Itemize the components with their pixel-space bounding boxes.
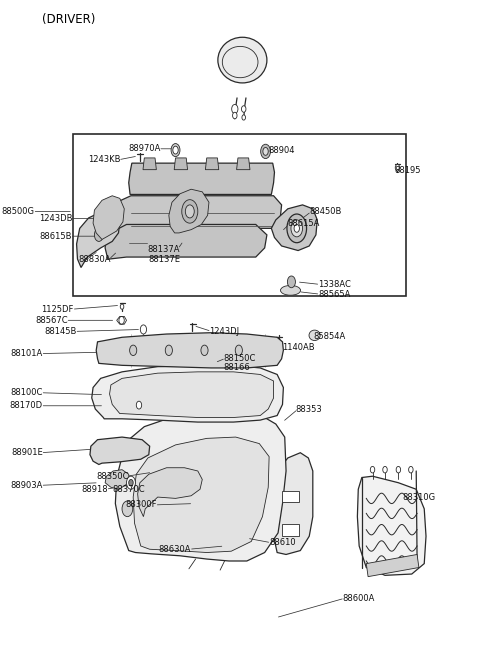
Ellipse shape [383,466,387,473]
Ellipse shape [95,229,103,242]
Ellipse shape [235,345,242,356]
Ellipse shape [370,466,375,473]
Text: 88600A: 88600A [343,593,375,603]
Text: 1125DF: 1125DF [42,305,74,314]
Ellipse shape [182,200,198,223]
Polygon shape [366,555,419,576]
Ellipse shape [233,112,237,119]
Polygon shape [90,437,150,464]
Ellipse shape [294,225,300,233]
Text: 88137A: 88137A [147,245,180,253]
Ellipse shape [201,345,208,356]
Text: 88370C: 88370C [113,485,145,494]
Polygon shape [143,158,156,170]
Text: 88630A: 88630A [158,545,191,553]
Ellipse shape [129,479,133,486]
Ellipse shape [171,143,180,157]
Ellipse shape [120,304,124,309]
Ellipse shape [291,220,302,237]
Text: 88565A: 88565A [318,290,350,299]
Polygon shape [93,196,124,240]
Bar [282,491,299,502]
Ellipse shape [165,345,172,356]
Ellipse shape [136,402,142,409]
Bar [282,525,299,536]
Ellipse shape [140,325,146,334]
Polygon shape [109,196,282,231]
Ellipse shape [127,476,135,489]
Text: 88904: 88904 [268,145,295,155]
Text: 88615B: 88615B [40,232,72,240]
Polygon shape [115,411,286,561]
Text: 88101A: 88101A [11,349,43,358]
Ellipse shape [280,286,300,295]
Text: 88610: 88610 [269,538,296,547]
Ellipse shape [218,37,267,83]
Text: 88166: 88166 [224,364,251,373]
Ellipse shape [122,501,133,517]
Text: 88170D: 88170D [10,402,43,410]
Text: 88195: 88195 [394,166,420,176]
Polygon shape [273,453,313,555]
Polygon shape [138,468,202,517]
Ellipse shape [395,164,400,171]
Polygon shape [358,476,426,575]
Polygon shape [96,333,283,368]
Text: 1243KB: 1243KB [88,155,120,164]
Ellipse shape [185,205,194,218]
Bar [73,134,407,296]
Polygon shape [169,189,209,233]
Text: 88901E: 88901E [11,448,43,457]
Text: 88100C: 88100C [11,388,43,397]
Ellipse shape [288,276,295,288]
Polygon shape [271,205,317,251]
Ellipse shape [309,330,320,341]
Ellipse shape [241,105,246,112]
Text: 1243DJ: 1243DJ [209,327,240,336]
Text: 88500G: 88500G [2,207,35,216]
Text: 1243DB: 1243DB [38,214,72,223]
Text: 88970A: 88970A [128,144,160,153]
Polygon shape [109,372,274,417]
Polygon shape [92,365,283,422]
Ellipse shape [242,115,245,120]
Text: 88353: 88353 [296,405,323,413]
Text: 88567C: 88567C [35,316,68,325]
Text: 88145B: 88145B [44,327,77,336]
Polygon shape [105,225,267,259]
Text: 88830A: 88830A [78,255,111,264]
Polygon shape [174,158,188,170]
Ellipse shape [263,147,268,155]
Polygon shape [129,163,275,195]
Ellipse shape [173,146,178,154]
Text: 88310G: 88310G [403,493,436,502]
Text: 88903A: 88903A [11,481,43,490]
Text: 1338AC: 1338AC [318,280,351,289]
Polygon shape [237,158,250,170]
Text: 88137E: 88137E [148,255,180,264]
Ellipse shape [396,466,401,473]
Text: 88150C: 88150C [224,354,256,363]
Ellipse shape [232,104,238,113]
Text: 1140AB: 1140AB [283,343,315,352]
Text: 88300F: 88300F [125,500,157,510]
Ellipse shape [130,345,137,356]
Polygon shape [117,316,127,324]
Text: 88615A: 88615A [288,219,320,228]
Ellipse shape [287,214,307,243]
Ellipse shape [261,144,270,159]
Polygon shape [133,437,269,553]
Text: 88450B: 88450B [309,207,342,216]
Text: 85854A: 85854A [314,332,346,341]
Text: (DRIVER): (DRIVER) [42,13,95,26]
Polygon shape [105,470,129,489]
Polygon shape [77,212,120,267]
Ellipse shape [408,466,413,473]
Text: 88350C: 88350C [96,472,129,481]
Text: 88918: 88918 [81,485,108,494]
Polygon shape [205,158,219,170]
